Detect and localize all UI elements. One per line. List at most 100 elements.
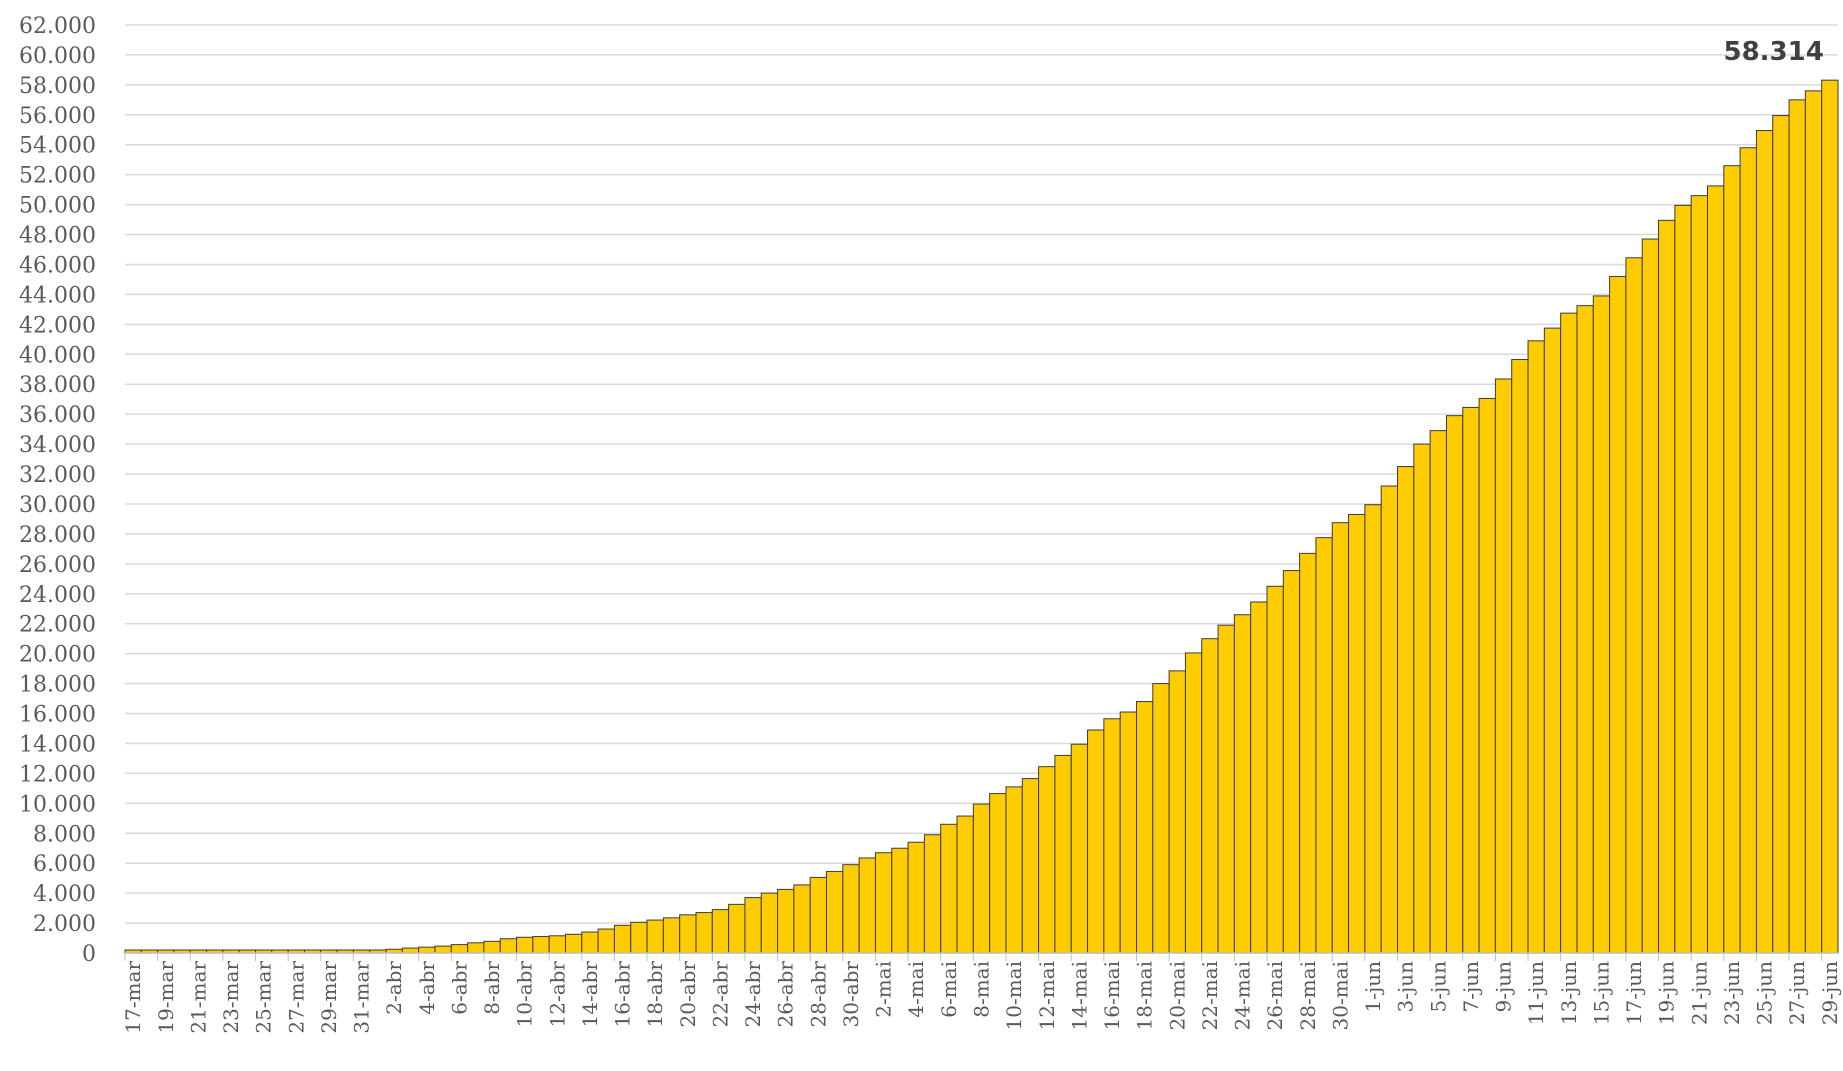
x-tick-label: 28-mai <box>1296 961 1320 1031</box>
y-tick-label: 20.000 <box>19 643 96 668</box>
bar <box>1723 165 1741 954</box>
x-tick-label: 25-mar <box>252 961 276 1034</box>
x-tick-label: 8-mai <box>970 961 994 1018</box>
x-axis: 17-mar 19-mar 21-mar 23-mar 25-mar 27-mar 29-m… <box>121 952 1842 1034</box>
y-tick-label: 18.000 <box>19 673 96 698</box>
bar <box>695 912 713 954</box>
bar <box>1429 430 1447 954</box>
x-tick-label: 31-mar <box>350 961 374 1034</box>
bar <box>1609 275 1627 954</box>
x-tick-label: 15-jun <box>1589 961 1613 1025</box>
bar <box>1103 718 1121 954</box>
bar <box>923 834 942 954</box>
bar <box>1511 359 1529 954</box>
bar <box>793 884 811 954</box>
bar <box>744 897 762 954</box>
bar <box>1380 485 1399 954</box>
x-tick-label: 18-abr <box>643 961 667 1028</box>
x-tick-label: 14-abr <box>578 961 602 1028</box>
x-tick-label: 26-abr <box>774 961 798 1028</box>
x-tick-label: 16-mai <box>1100 961 1124 1031</box>
x-tick-label: 29-mar <box>317 961 341 1034</box>
x-tick-label: 22-abr <box>708 961 732 1028</box>
bar <box>1592 295 1611 954</box>
bar <box>630 921 648 954</box>
x-tick-label: 27-mar <box>284 961 308 1034</box>
bar <box>1527 340 1545 954</box>
bar <box>956 815 974 954</box>
bar <box>1005 786 1023 954</box>
y-tick-label: 38.000 <box>19 373 96 398</box>
bar <box>1348 513 1366 954</box>
x-tick-label: 7-jun <box>1459 961 1483 1013</box>
x-tick-label: 3-jun <box>1394 961 1418 1013</box>
bar <box>597 928 615 954</box>
bar <box>760 892 779 954</box>
bar <box>483 940 501 954</box>
y-tick-label: 60.000 <box>19 44 96 69</box>
y-tick-label: 24.000 <box>19 583 96 608</box>
x-tick-label: 17-jun <box>1622 961 1646 1025</box>
bar <box>874 852 893 954</box>
bar <box>1462 406 1480 954</box>
bar <box>1152 683 1170 954</box>
bar <box>1576 305 1594 954</box>
x-tick-label: 16-abr <box>611 961 635 1028</box>
y-tick-label: 14.000 <box>19 732 96 757</box>
x-tick-label: 4-abr <box>415 961 439 1015</box>
bar <box>613 924 632 954</box>
y-tick-label: 26.000 <box>19 553 96 578</box>
x-tick-label: 11-jun <box>1524 961 1548 1025</box>
bar <box>1282 570 1301 954</box>
bar <box>1233 614 1252 954</box>
bar <box>907 841 925 954</box>
bar <box>891 847 909 954</box>
y-tick-label: 32.000 <box>19 463 96 488</box>
x-tick-label: 10-abr <box>513 961 537 1028</box>
x-tick-label: 29-jun <box>1818 961 1842 1025</box>
data-labels: 58.314 <box>1723 37 1823 67</box>
bar <box>1331 522 1350 954</box>
bar <box>662 917 681 954</box>
bar <box>1478 397 1496 954</box>
bar <box>467 942 485 954</box>
bar <box>1706 185 1725 954</box>
bar <box>1494 378 1513 954</box>
data-label: 58.314 <box>1723 37 1823 67</box>
bar <box>418 946 436 954</box>
x-tick-label: 28-abr <box>806 961 830 1028</box>
x-tick-label: 9-jun <box>1492 961 1516 1013</box>
x-tick-label: 6-mai <box>937 961 961 1018</box>
y-tick-label: 4.000 <box>33 882 96 907</box>
bar <box>1413 443 1431 954</box>
bar <box>1821 79 1839 954</box>
x-tick-label: 18-mai <box>1133 961 1157 1031</box>
y-tick-label: 12.000 <box>19 762 96 787</box>
y-tick-label: 28.000 <box>19 523 96 548</box>
bar <box>1070 743 1089 954</box>
y-tick-label: 54.000 <box>19 134 96 159</box>
bar <box>679 914 697 954</box>
bar <box>1054 754 1072 954</box>
bar <box>1804 90 1823 954</box>
y-tick-label: 30.000 <box>19 493 96 518</box>
bar <box>1625 257 1643 954</box>
x-tick-label: 10-mai <box>1002 961 1026 1031</box>
x-tick-label: 14-mai <box>1067 961 1091 1031</box>
bar <box>1560 312 1578 954</box>
bar <box>1788 99 1806 954</box>
x-tick-label: 25-jun <box>1753 961 1777 1025</box>
x-tick-label: 17-mar <box>121 961 145 1034</box>
bar <box>1543 327 1562 954</box>
bar <box>434 945 452 954</box>
bar <box>1201 638 1219 954</box>
x-tick-label: 24-mai <box>1231 961 1255 1031</box>
y-tick-label: 40.000 <box>19 343 96 368</box>
x-tick-label: 8-abr <box>480 961 504 1015</box>
bar <box>1658 219 1676 954</box>
x-tick-label: 20-abr <box>676 961 700 1028</box>
x-tick-label: 26-mai <box>1263 961 1287 1031</box>
x-tick-label: 4-mai <box>904 961 928 1018</box>
bar <box>646 919 664 954</box>
